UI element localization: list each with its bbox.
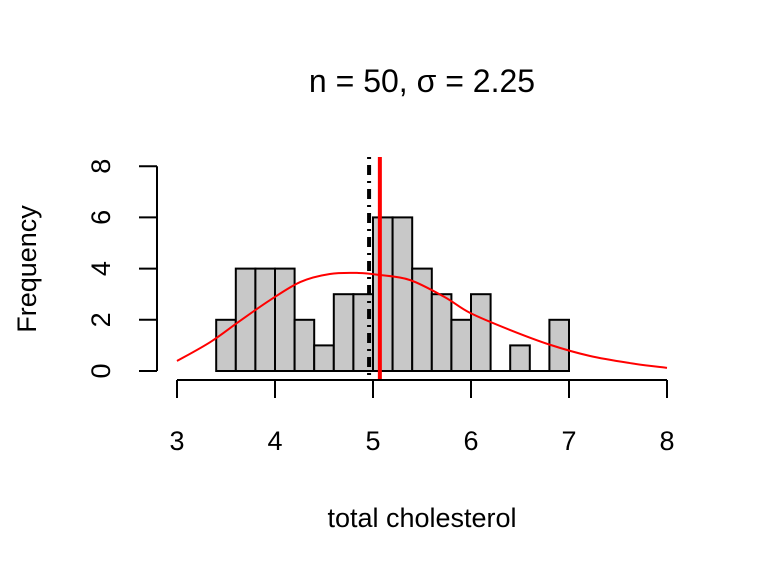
x-axis-label: total cholesterol (327, 503, 516, 533)
y-tick-label: 6 (86, 210, 116, 225)
y-tick-label: 4 (86, 261, 116, 276)
y-axis-label: Frequency (12, 205, 42, 333)
y-tick-label: 8 (86, 159, 116, 174)
histogram-bar (391, 216, 414, 372)
histogram-bar (293, 318, 316, 372)
x-tick-label: 6 (463, 426, 478, 456)
histogram-bar (313, 344, 335, 372)
histogram-bar (509, 344, 531, 372)
histogram-bar (274, 267, 296, 373)
x-tick-label: 4 (267, 426, 282, 456)
histogram-bar (234, 267, 257, 373)
density-curve-layer (176, 271, 668, 369)
x-tick-label: 5 (365, 426, 380, 456)
histogram-bar (411, 267, 433, 373)
histogram-bar (215, 318, 237, 372)
histogram-bar (450, 318, 472, 372)
histogram-bar (372, 216, 394, 372)
histogram-bar (254, 267, 276, 373)
y-tick-label: 0 (86, 363, 116, 378)
histogram-bars (215, 216, 571, 373)
density-curve (176, 271, 668, 369)
histogram-bar (332, 293, 355, 373)
reference-lines (367, 157, 382, 380)
histogram-bar (430, 293, 453, 373)
x-tick-label: 3 (169, 426, 184, 456)
x-axis: 3 4 5 6 7 8 (169, 379, 675, 456)
y-axis: 0 2 4 6 8 (86, 159, 158, 379)
chart-title: n = 50, σ = 2.25 (309, 63, 535, 99)
x-tick-label: 7 (561, 426, 576, 456)
histogram-bar (470, 293, 492, 373)
y-tick-label: 2 (86, 312, 116, 327)
x-tick-label: 8 (659, 426, 674, 456)
